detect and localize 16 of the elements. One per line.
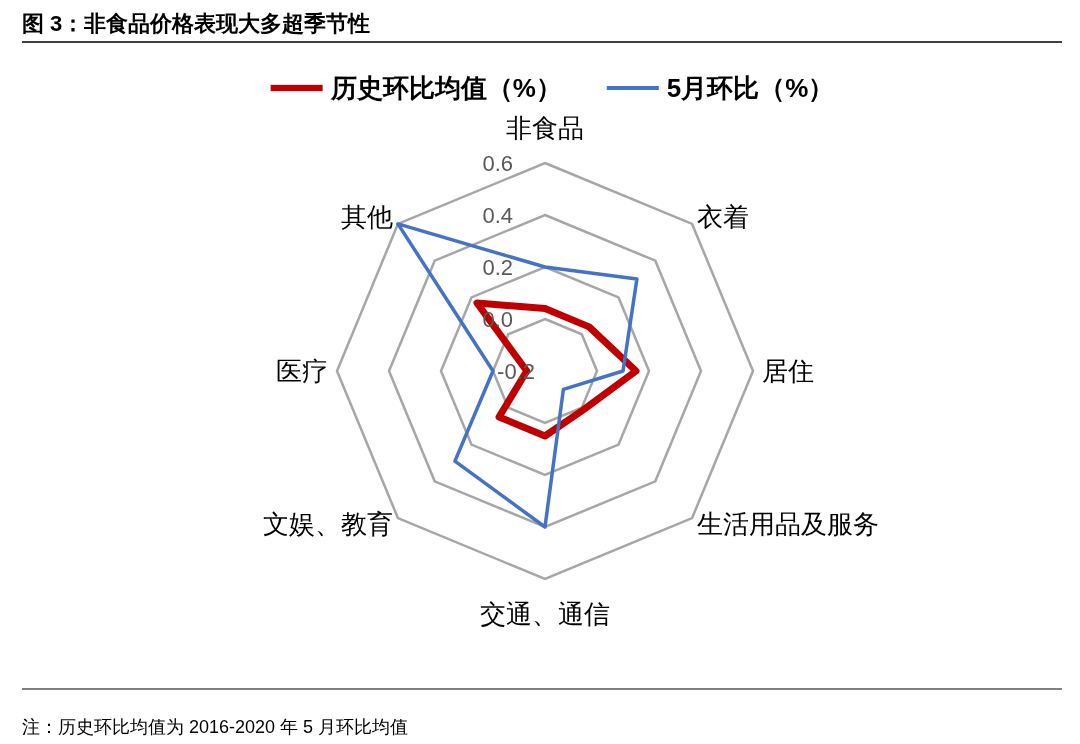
spoke-label: 非食品 — [506, 113, 584, 143]
spoke-label: 居住 — [762, 356, 814, 386]
spoke-label: 其他 — [340, 201, 393, 232]
legend-label: 5月环比（%） — [666, 73, 820, 103]
text: 注：历史环比均值为 2016-2020 年 5 月环比均值 — [22, 717, 409, 737]
legend: 历史环比均值（%） 5月环比（%） — [270, 73, 820, 103]
spoke-label: 交通、通信 — [480, 599, 610, 629]
spoke-label: 医疗 — [276, 356, 328, 386]
y-tick-label: 0.4 — [482, 202, 513, 228]
spoke-label: 衣着 — [697, 201, 750, 232]
spoke-label: 生活用品及服务 — [697, 509, 880, 540]
y-tick-label: 0.6 — [482, 150, 513, 176]
title: 图 3：非食品价格表现大多超季节性 — [22, 11, 371, 36]
y-tick-label: 0.2 — [482, 254, 513, 280]
legend-label: 历史环比均值（%） — [329, 73, 547, 103]
spoke-label: 文娱、教育 — [262, 509, 393, 540]
